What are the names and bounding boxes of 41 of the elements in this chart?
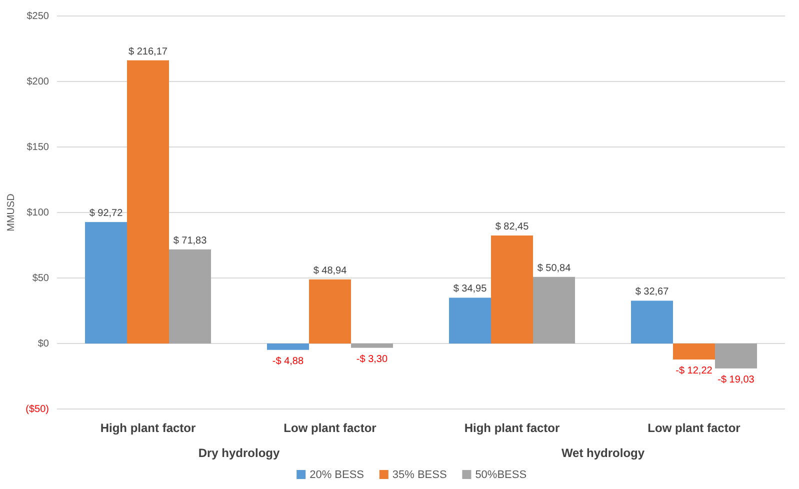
bar [631,300,673,344]
data-label: -$ 3,30 [356,354,388,365]
x-tick-label: High plant factor [464,421,560,435]
data-label: $ 82,45 [495,221,530,232]
text: Dry hydrology [198,446,280,460]
data-label: $ 71,83 [173,235,208,246]
y-tick-label: $100 [26,208,50,219]
data-label: $ 34,95 [453,284,488,295]
bar [309,279,351,344]
data-label: -$ 12,22 [676,366,713,377]
legend-label: 20% BESS [310,469,364,481]
y-tick-label: ($50) [26,404,49,416]
data-label: $ 92,72 [89,208,124,220]
data-label: $ 48,94 [313,265,348,276]
bar [351,344,393,348]
data-label: -$ 4,88 [272,356,304,367]
x-tick-label: High plant factor [100,421,196,435]
data-label: -$ 19,03 [718,374,755,386]
bar [267,344,309,350]
bar [715,344,757,368]
data-label: $ 50,84 [537,262,572,274]
bar [85,222,127,344]
bar [449,298,491,344]
legend-label: 50%BESS [475,469,527,481]
y-tick-label: $0 [38,338,50,350]
data-label: $ 216,17 [128,46,168,58]
x-tick-label: Low plant factor [648,421,741,435]
y-tick-label: $150 [26,142,50,154]
y-axis-title: MMUSD [6,194,17,232]
y-tick-label: $50 [32,273,50,284]
legend-label: 35% BESS [392,469,447,481]
data-label: $ 32,67 [635,286,670,298]
y-tick-label: $250 [26,11,50,22]
bar [491,235,533,344]
bar [127,60,169,344]
bar [533,276,575,344]
x-tick-label: Low plant factor [284,421,377,435]
text: Wet hydrology [561,446,645,460]
bar [169,249,211,344]
y-tick-label: $200 [26,76,50,88]
bar [673,344,715,360]
